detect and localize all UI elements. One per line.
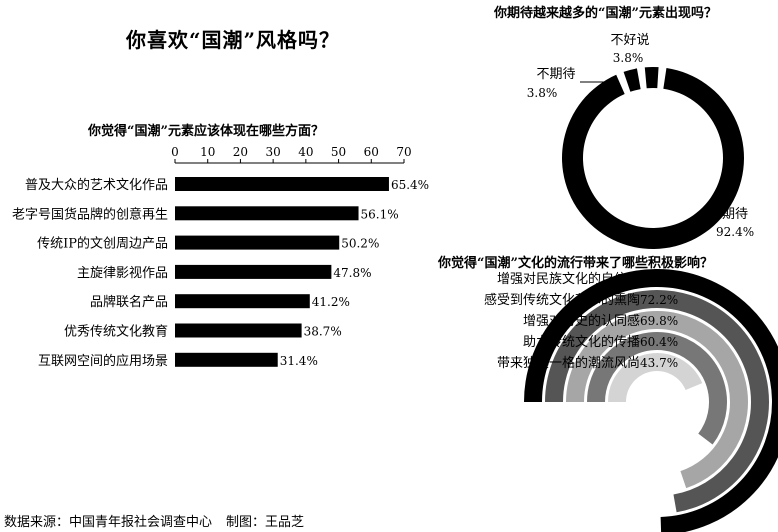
bar	[175, 177, 389, 191]
x-tick-label: 30	[266, 145, 281, 159]
source-line: 数据来源：中国青年报社会调查中心 制图：王品芝	[4, 511, 318, 530]
radial-category-label: 带来独具一格的潮流风尚	[497, 355, 640, 371]
bar-value-label: 31.4%	[280, 354, 318, 368]
x-tick-label: 40	[298, 145, 313, 159]
main-title: 你喜欢“国潮”风格吗？	[126, 28, 341, 52]
bar-value-label: 50.2%	[341, 237, 379, 251]
donut-slice-value: 3.8%	[527, 86, 558, 100]
radial-value-label: 43.7%	[640, 356, 678, 370]
category-label: 互联网空间的应用场景	[38, 353, 168, 369]
bar-value-label: 56.1%	[361, 207, 399, 221]
radial-value-label: 60.4%	[640, 335, 678, 349]
donut-slice-label: 不期待	[536, 67, 575, 82]
bar-value-label: 47.8%	[333, 266, 371, 280]
x-tick-label: 60	[364, 145, 379, 159]
x-tick-label: 20	[233, 145, 248, 159]
bar-value-label: 65.4%	[391, 178, 429, 192]
radial-category-label: 感受到传统文化艺术的熏陶	[484, 292, 640, 308]
bar-value-label: 38.7%	[304, 325, 342, 339]
bar-value-label: 41.2%	[312, 295, 350, 309]
radial-category-label: 增强对民族文化的自信心	[497, 271, 640, 287]
data-source-text: 数据来源：中国青年报社会调查中心	[4, 515, 213, 530]
radial-category-label: 助力传统文化的传播	[523, 334, 640, 350]
radial-value-label: 69.8%	[640, 314, 678, 328]
leader-line	[689, 215, 713, 223]
bar	[175, 323, 302, 338]
category-label: 老字号国货品牌的创意再生	[12, 206, 168, 222]
donut-slice	[623, 68, 641, 92]
donut-slice-value: 92.4%	[716, 225, 754, 239]
radial-value-label: 72.2%	[640, 293, 678, 307]
author-text: 制图：王品芝	[226, 515, 305, 530]
radial-bar	[587, 332, 727, 445]
radial-value-label: 74.5%	[640, 272, 678, 286]
category-label: 传统IP的文创周边产品	[37, 236, 168, 252]
bar-chart: 0 10 20 30 40 50 60 70 普及大众的艺术文化作品 65.4% 老字号国货品牌的创…	[12, 145, 429, 369]
category-label: 优秀传统文化教育	[64, 324, 168, 340]
radial-bar	[566, 311, 748, 489]
radial-bar	[608, 353, 703, 403]
x-tick-label: 10	[200, 145, 215, 159]
x-tick-label: 70	[396, 145, 411, 159]
bar	[175, 235, 340, 250]
category-label: 主旋律影视作品	[77, 266, 168, 281]
bar-chart-title: 你觉得“国潮”元素应该体现在哪些方面？	[88, 124, 324, 139]
donut-chart: 期待 92.4% 不期待 3.8% 不好说 3.8%	[527, 33, 754, 249]
x-tick-label: 50	[331, 145, 346, 159]
donut-slice-label: 不好说	[610, 33, 649, 48]
bar	[175, 294, 310, 309]
donut-chart-title: 你期待越来越多的“国潮”元素出现吗？	[494, 6, 717, 21]
x-tick-label: 0	[171, 145, 179, 159]
donut-slice-label: 期待	[722, 207, 748, 222]
category-label: 普及大众的艺术文化作品	[25, 177, 168, 193]
donut-slice-value: 3.8%	[613, 51, 644, 65]
bar	[175, 264, 332, 279]
bar	[175, 206, 359, 221]
bar	[175, 352, 278, 367]
radial-chart-title: 你觉得“国潮”文化的流行带来了哪些积极影响？	[438, 256, 713, 271]
category-label: 品牌联名产品	[90, 294, 168, 310]
radial-bar	[545, 290, 769, 513]
radial-bar	[524, 269, 778, 532]
radial-category-label: 增强对历史的认同感	[523, 313, 640, 329]
donut-slice	[644, 67, 659, 89]
